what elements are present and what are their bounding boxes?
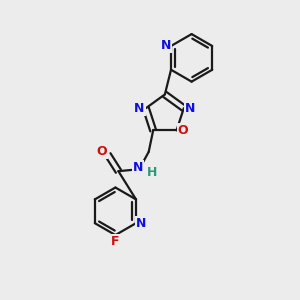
- Text: N: N: [136, 217, 146, 230]
- Text: N: N: [185, 102, 196, 115]
- Text: O: O: [178, 124, 188, 137]
- Text: F: F: [111, 235, 119, 248]
- Text: N: N: [133, 161, 143, 174]
- Text: H: H: [147, 166, 158, 179]
- Text: N: N: [160, 39, 171, 52]
- Text: N: N: [134, 102, 145, 115]
- Text: O: O: [97, 145, 107, 158]
